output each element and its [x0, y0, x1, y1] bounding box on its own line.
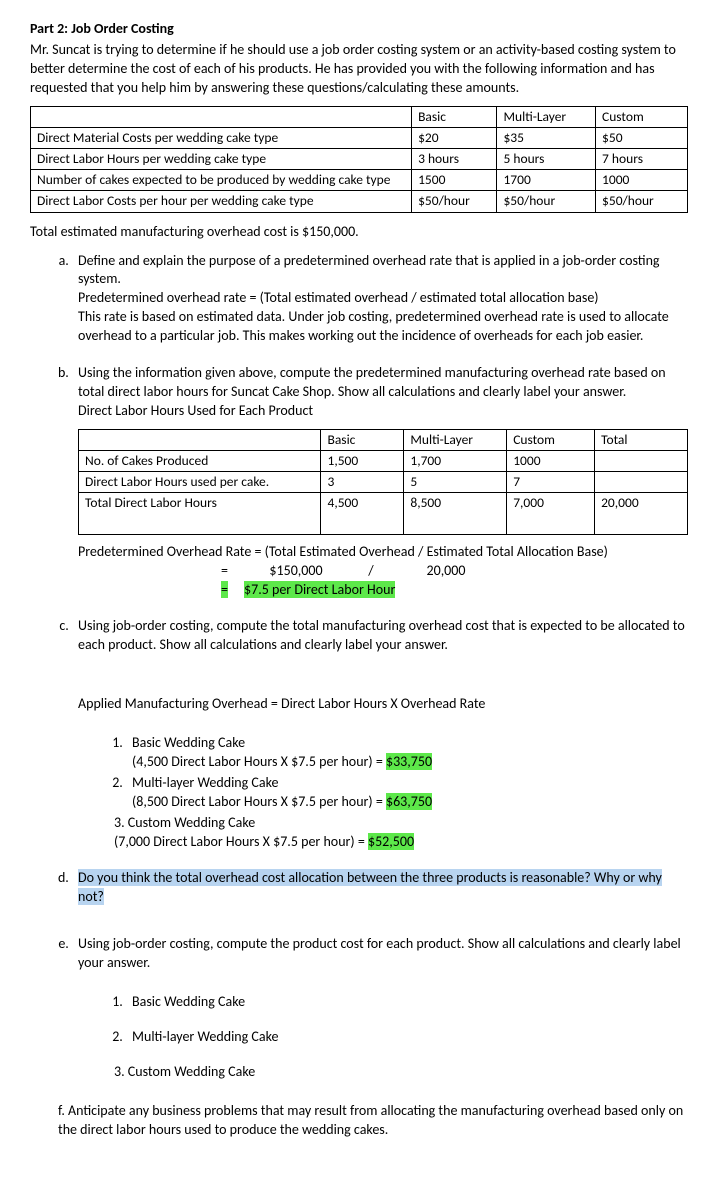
- calculation-row-2: = $7.5 per Direct Labor Hour: [208, 581, 688, 600]
- labor-hours-table: Basic Multi-Layer Custom Total No. of Ca…: [78, 429, 688, 535]
- table-row: No. of Cakes Produced1,5001,7001000: [79, 450, 688, 471]
- question-b-text: Using the information given above, compu…: [78, 364, 666, 400]
- multilayer-overhead-result: $63,750: [386, 793, 432, 810]
- table-header-cell: [31, 106, 412, 127]
- overhead-rate-result: $7.5 per Direct Labor Hour: [244, 581, 395, 598]
- cost-data-table: Basic Multi-Layer Custom Direct Material…: [30, 106, 688, 213]
- product-cost-list: Basic Wedding Cake Multi-layer Wedding C…: [78, 993, 688, 1082]
- question-b: Using the information given above, compu…: [72, 364, 688, 599]
- calculation-row-1: = $150,000 / 20,000: [208, 562, 688, 581]
- question-d-text-highlighted-2: not?: [78, 888, 104, 905]
- table-row: Direct Labor Hours per wedding cake type…: [31, 149, 688, 170]
- list-item: Multi-layer Wedding Cake (8,500 Direct L…: [126, 774, 688, 812]
- applied-overhead-formula: Applied Manufacturing Overhead = Direct …: [78, 695, 688, 714]
- list-item: Custom Wedding Cake: [108, 1063, 688, 1082]
- table-row: Total Direct Labor Hours4,5008,5007,0002…: [79, 493, 688, 514]
- table-row: [79, 514, 688, 535]
- question-f: f. Anticipate any business problems that…: [58, 1102, 688, 1140]
- question-e-text: Using job-order costing, compute the pro…: [78, 935, 681, 971]
- table-row: Direct Labor Costs per hour per wedding …: [31, 191, 688, 212]
- question-a-text: Define and explain the purpose of a pred…: [78, 252, 660, 288]
- overhead-allocation-list: Basic Wedding Cake (4,500 Direct Labor H…: [78, 734, 688, 851]
- table-header-cell: Basic: [412, 106, 497, 127]
- custom-overhead-result: $52,500: [368, 833, 414, 850]
- question-e: Using job-order costing, compute the pro…: [72, 935, 688, 1081]
- overhead-statement: Total estimated manufacturing overhead c…: [30, 223, 688, 242]
- formula-line: Predetermined Overhead Rate = (Total Est…: [78, 543, 688, 562]
- list-item: Basic Wedding Cake (4,500 Direct Labor H…: [126, 734, 688, 772]
- question-b-subtitle: Direct Labor Hours Used for Each Product: [78, 402, 313, 419]
- question-c: Using job-order costing, compute the tot…: [72, 617, 688, 851]
- table-header-cell: Custom: [596, 106, 688, 127]
- table-row: Direct Material Costs per wedding cake t…: [31, 127, 688, 148]
- answer-a-line2: This rate is based on estimated data. Un…: [78, 308, 669, 344]
- list-item: Custom Wedding Cake (7,000 Direct Labor …: [108, 814, 688, 852]
- question-c-text: Using job-order costing, compute the tot…: [78, 617, 685, 653]
- table-row: Number of cakes expected to be produced …: [31, 170, 688, 191]
- page-title: Part 2: Job Order Costing: [30, 20, 688, 39]
- question-d: Do you think the total overhead cost all…: [72, 869, 688, 907]
- basic-overhead-result: $33,750: [386, 753, 432, 770]
- list-item: Basic Wedding Cake: [126, 993, 688, 1012]
- question-d-text-highlighted: Do you think the total overhead cost all…: [78, 869, 662, 886]
- list-item: Multi-layer Wedding Cake: [126, 1028, 688, 1047]
- table-header-cell: Multi-Layer: [497, 106, 596, 127]
- answer-a-line1: Predetermined overhead rate = (Total est…: [78, 289, 599, 306]
- intro-paragraph: Mr. Suncat is trying to determine if he …: [30, 41, 688, 98]
- table-row: Direct Labor Hours used per cake.357: [79, 472, 688, 493]
- question-a: Define and explain the purpose of a pred…: [72, 252, 688, 346]
